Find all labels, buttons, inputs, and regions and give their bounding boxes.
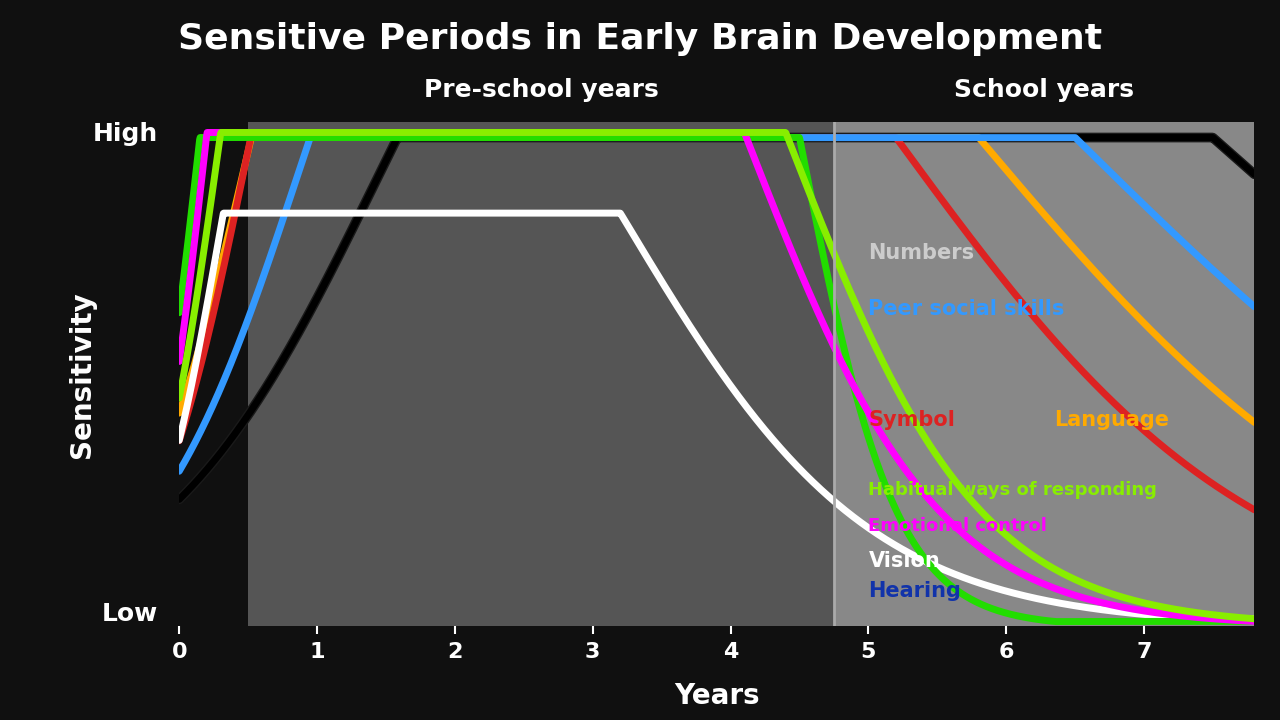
Text: Years: Years <box>675 682 759 710</box>
Text: Habitual ways of responding: Habitual ways of responding <box>868 481 1157 500</box>
Text: Symbol: Symbol <box>868 410 955 430</box>
Text: Emotional control: Emotional control <box>868 516 1047 534</box>
Text: High: High <box>92 122 157 146</box>
Text: Numbers: Numbers <box>868 243 974 264</box>
Text: Vision: Vision <box>868 551 941 571</box>
Text: Sensitivity: Sensitivity <box>68 291 96 458</box>
Text: Hearing: Hearing <box>868 581 961 601</box>
Text: Sensitive Periods in Early Brain Development: Sensitive Periods in Early Brain Develop… <box>178 22 1102 55</box>
Bar <box>835 122 1254 626</box>
Text: Low: Low <box>101 603 157 626</box>
Text: School years: School years <box>954 78 1134 102</box>
Text: Language: Language <box>1055 410 1170 430</box>
Text: Pre-school years: Pre-school years <box>424 78 658 102</box>
Text: Peer social skills: Peer social skills <box>868 299 1065 319</box>
Bar <box>248 122 835 626</box>
